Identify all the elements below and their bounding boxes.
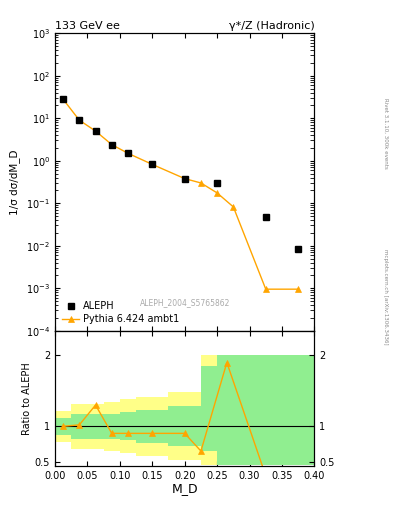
Pythia 6.424 ambt1 <box>263 286 268 292</box>
Pythia 6.424 ambt1 <box>126 150 130 156</box>
ALEPH <box>126 150 130 156</box>
ALEPH <box>263 214 268 220</box>
Pythia 6.424 ambt1 <box>182 176 187 182</box>
ALEPH <box>109 141 114 147</box>
Text: ALEPH_2004_S5765862: ALEPH_2004_S5765862 <box>140 298 230 307</box>
ALEPH <box>93 128 98 134</box>
Text: Rivet 3.1.10, 300k events: Rivet 3.1.10, 300k events <box>383 98 388 168</box>
Pythia 6.424 ambt1 <box>109 141 114 147</box>
ALEPH <box>77 117 82 123</box>
ALEPH <box>182 176 187 182</box>
Y-axis label: 1/σ dσ/dM_D: 1/σ dσ/dM_D <box>9 150 20 215</box>
Pythia 6.424 ambt1 <box>61 96 66 102</box>
Legend: ALEPH, Pythia 6.424 ambt1: ALEPH, Pythia 6.424 ambt1 <box>60 299 182 326</box>
ALEPH <box>296 246 301 252</box>
Text: mcplots.cern.ch [arXiv:1306.3436]: mcplots.cern.ch [arXiv:1306.3436] <box>383 249 388 345</box>
ALEPH <box>150 161 155 167</box>
Line: Pythia 6.424 ambt1: Pythia 6.424 ambt1 <box>61 96 301 292</box>
Pythia 6.424 ambt1 <box>296 286 301 292</box>
Pythia 6.424 ambt1 <box>150 161 155 167</box>
Pythia 6.424 ambt1 <box>93 128 98 134</box>
ALEPH <box>215 180 220 186</box>
Text: γ*/Z (Hadronic): γ*/Z (Hadronic) <box>229 21 314 31</box>
Line: ALEPH: ALEPH <box>60 96 301 252</box>
Pythia 6.424 ambt1 <box>198 180 203 186</box>
Pythia 6.424 ambt1 <box>231 204 236 210</box>
Text: 133 GeV ee: 133 GeV ee <box>55 21 120 31</box>
X-axis label: M_D: M_D <box>171 482 198 495</box>
Pythia 6.424 ambt1 <box>215 190 220 196</box>
ALEPH <box>61 96 66 102</box>
Pythia 6.424 ambt1 <box>77 117 82 123</box>
Y-axis label: Ratio to ALEPH: Ratio to ALEPH <box>22 362 32 435</box>
